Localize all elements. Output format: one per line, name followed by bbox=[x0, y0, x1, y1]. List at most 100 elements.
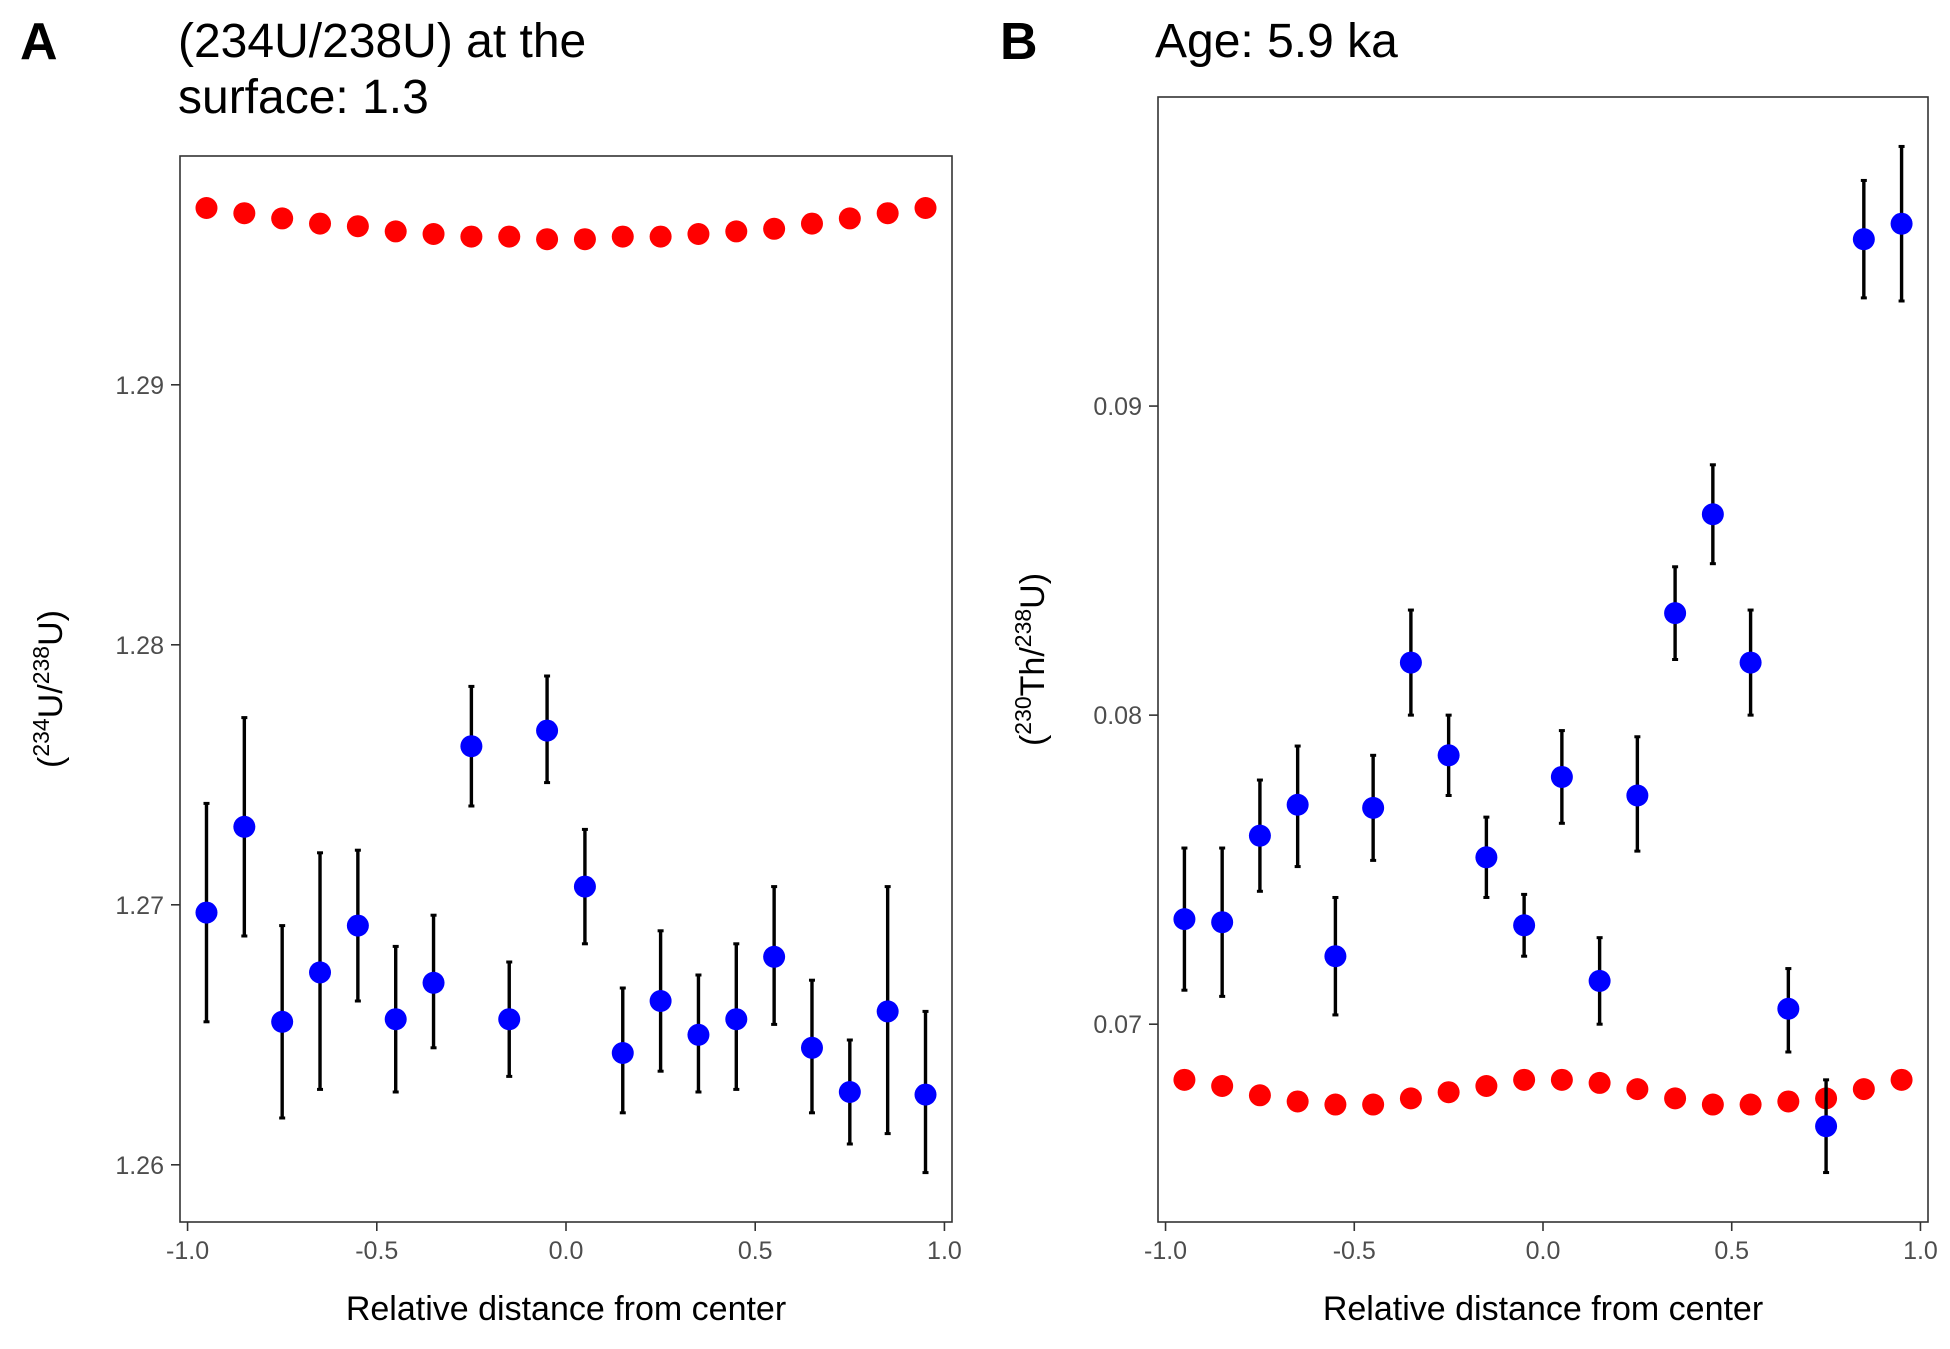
panel-b-data-point bbox=[1211, 1075, 1234, 1098]
panel-a-data-point bbox=[725, 220, 748, 243]
panel-a-data-point bbox=[876, 1000, 899, 1023]
panel-b-data-point bbox=[1852, 1078, 1875, 1101]
panel-b-data-point bbox=[1173, 1068, 1196, 1091]
panel-a-x-axis-title: Relative distance from center bbox=[346, 1290, 786, 1328]
panel-b-data-point bbox=[1852, 228, 1875, 251]
panel-a-data-point bbox=[460, 225, 483, 248]
panel-a-data-point bbox=[687, 1023, 710, 1046]
panel-b-data-point bbox=[1550, 1068, 1573, 1091]
panel-b-data-point bbox=[1399, 651, 1422, 674]
panel-b-data-point bbox=[1664, 1087, 1687, 1110]
panel-a-data-point bbox=[309, 212, 332, 235]
panel-a-data-point bbox=[914, 1083, 937, 1106]
panel-a-data-point bbox=[763, 217, 786, 240]
panel-a-y-tick-label: 1.28 bbox=[115, 632, 164, 660]
panel-b-letter: B bbox=[1000, 13, 1038, 71]
panel-b-data-point bbox=[1739, 651, 1762, 674]
panel-a-data-point bbox=[800, 212, 823, 235]
panel-b-data-point bbox=[1324, 1093, 1347, 1116]
panel-a-series-1 bbox=[195, 674, 937, 1175]
panel-a-data-point bbox=[687, 223, 710, 245]
panel-a-y-axis-title-part: ( bbox=[32, 756, 70, 768]
panel-b-data-point bbox=[1701, 1093, 1724, 1116]
panel-a-data-point bbox=[422, 223, 445, 245]
panel-a-data-point bbox=[914, 197, 937, 219]
panel-b-data-point bbox=[1664, 602, 1687, 625]
panel-b-data-point bbox=[1777, 1090, 1800, 1113]
panel-a-data-point bbox=[498, 1008, 521, 1031]
panel-b-data-point bbox=[1362, 796, 1385, 819]
panel-a-data-point bbox=[422, 971, 445, 994]
panel-a-data-point bbox=[573, 228, 596, 251]
panel-b-data-point bbox=[1211, 911, 1234, 934]
panel-b-data-point bbox=[1550, 765, 1573, 788]
panel-b-series-0 bbox=[1173, 1068, 1913, 1116]
panel-a-y-tick-label: 1.29 bbox=[115, 372, 164, 400]
panel-a-x-tick-label: 0.5 bbox=[738, 1237, 773, 1265]
panel-b-data-point bbox=[1437, 1081, 1460, 1104]
panel-a-data-point bbox=[271, 1010, 294, 1033]
panel-a-y-axis-title-part: U/ bbox=[32, 684, 70, 719]
panel-a-x-tick-label: -1.0 bbox=[166, 1237, 209, 1265]
panel-a-data-point bbox=[649, 225, 672, 248]
panel-b-data-point bbox=[1513, 914, 1536, 937]
panel-a-y-axis-title-part: 234 bbox=[28, 718, 54, 757]
panel-a-plot-border bbox=[179, 155, 953, 1223]
panel-a-x-tick-label: 0.0 bbox=[549, 1237, 584, 1265]
panel-b-y-tick-label: 0.07 bbox=[1093, 1011, 1142, 1039]
panel-b-data-point bbox=[1475, 846, 1498, 869]
panel-a-y-tick-label: 1.27 bbox=[115, 892, 164, 920]
panel-a-data-point bbox=[763, 945, 786, 968]
panel-b-plot: -1.0 -0.5 0.0 0.5 1.0 0.07 0.08 0.09 Relative di… bbox=[1010, 96, 1938, 1328]
panel-a-y-tick-label: 1.26 bbox=[115, 1152, 164, 1180]
panel-a-data-point bbox=[233, 202, 256, 225]
panel-a-data-point bbox=[536, 719, 559, 742]
panel-b-series-1 bbox=[1173, 144, 1913, 1175]
panel-b-plot-border bbox=[1157, 96, 1929, 1223]
panel-a-y-axis-title-part: U) bbox=[32, 610, 70, 646]
panel-a-data-point bbox=[384, 1008, 407, 1031]
panel-b-data-point bbox=[1777, 997, 1800, 1020]
panel-b-data-point bbox=[1248, 1084, 1271, 1107]
panel-a-plot: -1.0 -0.5 0.0 0.5 1.0 1.26 1.27 1.28 1.29 Relativ… bbox=[28, 155, 962, 1328]
panel-a-data-point bbox=[838, 207, 861, 230]
panel-b-y-axis-title: (230Th/238U) bbox=[1010, 573, 1052, 746]
panel-a-data-point bbox=[346, 215, 369, 238]
panel-b-data-point bbox=[1173, 908, 1196, 931]
panel-b-y-axis-title-part: U) bbox=[1014, 573, 1052, 609]
panel-a-series-0 bbox=[195, 197, 937, 251]
panel-b-y-axis-title-part: ( bbox=[1014, 734, 1052, 746]
panel-a-data-point bbox=[233, 815, 256, 838]
panel-a-data-point bbox=[195, 901, 218, 924]
panel-a-data-point bbox=[611, 1042, 634, 1064]
panel-a-data-point bbox=[384, 220, 407, 243]
panel-a-data-point bbox=[536, 228, 559, 251]
panel-b-y-axis-title-part: 238 bbox=[1010, 609, 1036, 647]
panel-b-data-point bbox=[1739, 1093, 1762, 1116]
panel-a-title-line2: surface: 1.3 bbox=[178, 71, 429, 124]
panel-a-data-point bbox=[309, 961, 332, 984]
panel-a-data-point bbox=[346, 914, 369, 937]
panel-a-data-point bbox=[876, 202, 899, 225]
panel-b-data-point bbox=[1513, 1068, 1536, 1091]
panel-b-data-point bbox=[1890, 1068, 1913, 1091]
panel-b-x-tick-label: 0.5 bbox=[1714, 1237, 1749, 1265]
panel-a-data-point bbox=[498, 225, 521, 248]
panel-b-x-tick-label: -1.0 bbox=[1144, 1237, 1187, 1265]
panel-b-title: Age: 5.9 ka bbox=[1155, 14, 1398, 70]
panel-b-data-point bbox=[1475, 1075, 1498, 1098]
panel-b-x-tick-label: 0.0 bbox=[1526, 1237, 1561, 1265]
panel-a-title-line1: (234U/238U) at the bbox=[178, 15, 587, 68]
panel-b-data-point bbox=[1362, 1093, 1385, 1116]
panel-b-x-axis-title: Relative distance from center bbox=[1323, 1290, 1763, 1328]
panel-a-title: (234U/238U) at the surface: 1.3 bbox=[178, 14, 586, 126]
panel-b-data-point bbox=[1588, 969, 1611, 992]
panel-a-data-point bbox=[725, 1008, 748, 1031]
panel-b-data-point bbox=[1248, 824, 1271, 847]
panel-b-data-point bbox=[1815, 1115, 1838, 1138]
panel-b-title-line1: Age: 5.9 ka bbox=[1155, 15, 1398, 68]
panel-b-y-tick-label: 0.08 bbox=[1093, 702, 1142, 730]
panel-b-data-point bbox=[1588, 1071, 1611, 1094]
panel-b-data-point bbox=[1437, 744, 1460, 767]
panel-a-data-point bbox=[649, 990, 672, 1012]
